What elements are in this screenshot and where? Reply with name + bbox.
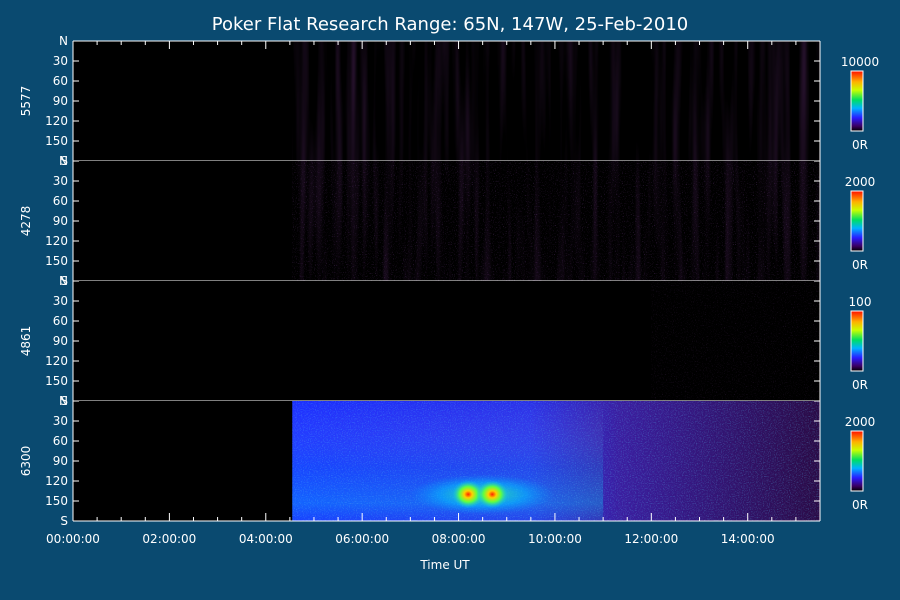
panel-5577: N 30 60 90 120 150 S 5577 [19, 34, 821, 168]
y-tick-label: 150 [45, 134, 68, 148]
panel-label: 5577 [19, 86, 33, 117]
y-tick-label: S [60, 274, 68, 288]
y-tick-label: 120 [45, 234, 68, 248]
y-tick-label: N [59, 394, 68, 408]
colorbar-max-label: 2000 [845, 175, 876, 189]
y-tick-label: N [59, 274, 68, 288]
colorbar-max-label: 10000 [841, 55, 879, 69]
hotspot-2 [476, 480, 509, 509]
colorbar-4861: 100 0R [849, 295, 872, 392]
panel-label: 4278 [19, 206, 33, 237]
y-tick-label: 150 [45, 254, 68, 268]
y-tick-label: 120 [45, 114, 68, 128]
x-tick-label: 08:00:00 [432, 532, 486, 546]
y-tick-label: 60 [53, 314, 68, 328]
colorbar-bar [850, 310, 864, 372]
x-tick-label: 12:00:00 [624, 532, 678, 546]
x-tick-label: 04:00:00 [239, 532, 293, 546]
y-tick-label: 30 [53, 294, 68, 308]
colorbar-max-label: 100 [849, 295, 872, 309]
colorbar-bar [850, 190, 864, 252]
y-tick-label: 60 [53, 434, 68, 448]
colorbar-5577: 10000 0R [841, 55, 879, 152]
y-tick-label: S [60, 394, 68, 408]
y-tick-label: 120 [45, 354, 68, 368]
panel-4861: N 30 60 90 120 150 S 4861 [19, 274, 821, 408]
emission-speckle [651, 281, 820, 401]
y-tick-label: N [59, 34, 68, 48]
y-tick-label: N [59, 154, 68, 168]
colorbar-min-label: 0R [852, 498, 868, 512]
x-axis: 00:00:00 02:00:00 04:00:00 06:00:00 08:00:00… [46, 41, 821, 546]
colorbars-group: 10000 0R 2000 0R 100 0R 2000 0R [841, 55, 879, 512]
y-tick-label: 60 [53, 74, 68, 88]
y-tick-label: 60 [53, 194, 68, 208]
y-tick-label: S [60, 514, 68, 528]
panel-label: 6300 [19, 446, 33, 477]
y-tick-label: 90 [53, 334, 68, 348]
y-tick-label: 30 [53, 174, 68, 188]
colorbar-max-label: 2000 [845, 415, 876, 429]
colorbar-6300: 2000 0R [845, 415, 876, 512]
y-tick-label: S [60, 154, 68, 168]
colorbar-min-label: 0R [852, 138, 868, 152]
y-tick-label: 150 [45, 374, 68, 388]
y-tick-label: 90 [53, 214, 68, 228]
colorbar-min-label: 0R [852, 378, 868, 392]
y-tick-label: 30 [53, 414, 68, 428]
x-tick-label: 14:00:00 [721, 532, 775, 546]
x-tick-label: 06:00:00 [335, 532, 389, 546]
colorbar-bar [850, 430, 864, 492]
emission-speckle-purple [292, 401, 820, 521]
colorbar-4278: 2000 0R [845, 175, 876, 272]
emission-streaks [292, 161, 820, 281]
y-tick-label: 30 [53, 54, 68, 68]
x-tick-label: 10:00:00 [528, 532, 582, 546]
y-tick-label: 120 [45, 474, 68, 488]
x-tick-label: 02:00:00 [142, 532, 196, 546]
hotspot-1 [452, 480, 485, 509]
panel-6300: N 30 60 90 120 150 S 6300 [19, 394, 821, 528]
y-tick-label: 90 [53, 94, 68, 108]
y-tick-label: 150 [45, 494, 68, 508]
emission-streaks [292, 41, 820, 161]
x-axis-label: Time UT [419, 558, 470, 572]
colorbar-min-label: 0R [852, 258, 868, 272]
panel-4278: N 30 60 90 120 150 S 4278 [19, 154, 821, 288]
x-tick-label: 00:00:00 [46, 532, 100, 546]
panel-label: 4861 [19, 326, 33, 357]
colorbar-bar [850, 70, 864, 132]
panels-group: N 30 60 90 120 150 S 5577 N 30 60 90 120 150 S 4278 N 30 6… [19, 34, 821, 528]
chart-title: Poker Flat Research Range: 65N, 147W, 25… [212, 14, 688, 35]
y-tick-label: 90 [53, 454, 68, 468]
